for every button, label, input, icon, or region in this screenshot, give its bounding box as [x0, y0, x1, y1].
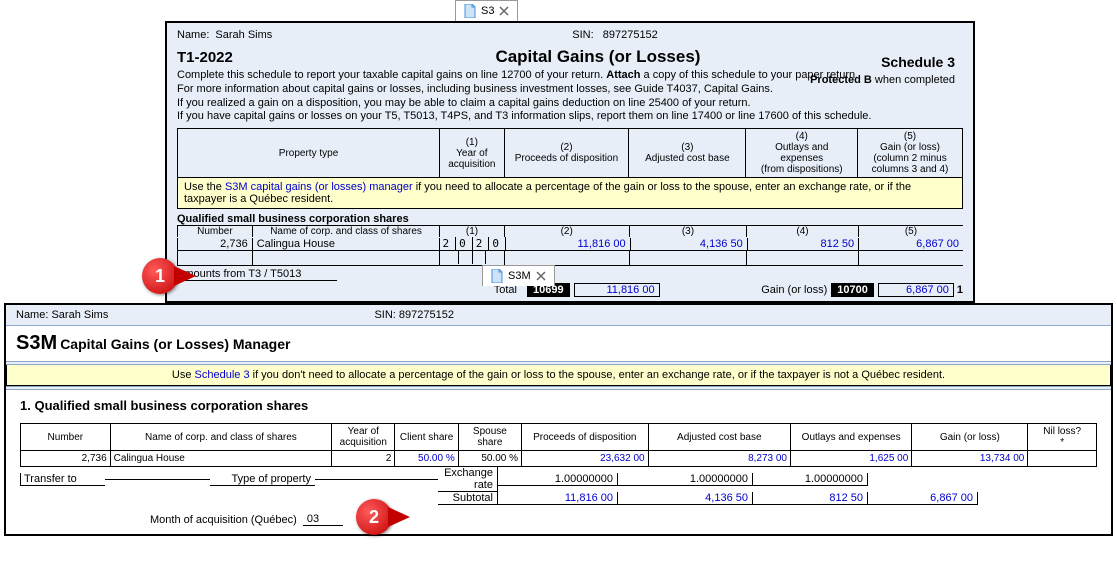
s3m-table: Number Name of corp. and class of shares… — [20, 423, 1097, 467]
s3m-manager-link[interactable]: S3M capital gains (or losses) manager — [225, 181, 413, 193]
subtotal-row: Subtotal 11,816 00 4,136 50 812 50 6,867… — [20, 492, 1097, 505]
cell-gain[interactable]: 6,867 00 — [859, 238, 963, 251]
cell-outlays[interactable]: 812 50 — [748, 238, 859, 251]
name-row: Name: Sarah Sims SIN: 897275152 — [177, 29, 963, 41]
document-icon — [464, 4, 476, 18]
s3m-year[interactable]: 2 — [332, 451, 395, 467]
col-property-type: Property type — [178, 129, 440, 177]
name-value: Sarah Sims — [215, 29, 272, 41]
name-label: Name: — [177, 29, 209, 41]
tab-s3-label: S3 — [481, 5, 494, 17]
type-of-property-input[interactable] — [315, 479, 438, 480]
s3m-panel: Name: Sarah Sims SIN: 897275152 S3M Capi… — [4, 303, 1113, 536]
sub-oe: 812 50 — [753, 492, 868, 505]
subhead-number: Number — [177, 226, 253, 237]
tab-s3m-label: S3M — [508, 270, 531, 282]
cell-year[interactable]: 2020 — [440, 237, 507, 251]
grid-header: Property type (1)Year ofacquisition (2)P… — [177, 128, 963, 178]
close-icon[interactable] — [499, 6, 509, 16]
s3m-section1-title: 1. Qualified small business corporation … — [6, 390, 1111, 413]
month-row: Month of acquisition (Québec) 03 — [20, 513, 1097, 526]
tab-bar-s3: S3 — [0, 0, 1117, 21]
totals-row: S3M Total 10699 11,816 00 Gain (or loss)… — [177, 283, 963, 297]
col-adjusted-cost: (3)Adjusted cost base — [629, 129, 746, 177]
cell-corp[interactable]: Calingua House — [253, 238, 440, 251]
sin-label: SIN: — [572, 29, 593, 41]
s3m-header-row: Number Name of corp. and class of shares… — [21, 424, 1097, 451]
schedule3-link[interactable]: Schedule 3 — [195, 369, 250, 381]
s3m-proceeds[interactable]: 23,632 00 — [522, 451, 649, 467]
s3-hint-box: Use the S3M capital gains (or losses) ma… — [177, 178, 963, 209]
callout-2: 2 — [356, 499, 392, 535]
s3m-title: S3M Capital Gains (or Losses) Manager — [6, 326, 1111, 361]
schedule3-panel: Name: Sarah Sims SIN: 897275152 T1-2022 … — [165, 21, 975, 303]
tab-s3m[interactable]: S3M — [482, 265, 555, 286]
line-10700: 10700 — [831, 283, 874, 297]
total-proceeds: 11,816 00 — [574, 283, 660, 297]
sub-acb: 4,136 50 — [618, 492, 753, 505]
tab-s3[interactable]: S3 — [455, 0, 518, 21]
sub-gl: 6,867 00 — [868, 492, 978, 505]
col-year: (1)Year ofacquisition — [440, 129, 505, 177]
s3m-spouse-share[interactable]: 50.00 % — [458, 451, 521, 467]
exch-acb[interactable]: 1.00000000 — [618, 473, 753, 486]
page-title: Capital Gains (or Losses) — [495, 47, 700, 67]
t1-year: T1-2022 — [177, 49, 233, 66]
qsbc-table: Number Name of corp. and class of shares… — [177, 225, 963, 266]
table-row[interactable]: 2,736 Calingua House 2020 11,816 00 4,13… — [177, 237, 963, 251]
col-outlays: (4)Outlays andexpenses(from dispositions… — [746, 129, 858, 177]
col-proceeds: (2)Proceeds of disposition — [505, 129, 630, 177]
cell-number[interactable]: 2,736 — [177, 238, 253, 251]
s3m-data-row[interactable]: 2,736 Calingua House 2 50.00 % 50.00 % 2… — [21, 451, 1097, 467]
qsbc-label: Qualified small business corporation sha… — [177, 213, 963, 225]
document-icon — [491, 269, 503, 283]
total-gain: 6,867 00 — [878, 283, 954, 297]
s3m-number[interactable]: 2,736 — [21, 451, 111, 467]
s3m-nil[interactable] — [1028, 451, 1097, 467]
exch-oe[interactable]: 1.00000000 — [753, 473, 868, 486]
col-gain: (5)Gain (or loss)(column 2 minuscolumns … — [858, 129, 962, 177]
schedule-number: Schedule 3 — [881, 54, 955, 70]
transfer-row: Transfer to Type of property Exchange ra… — [20, 467, 1097, 492]
title-row: T1-2022 Capital Gains (or Losses) — [177, 47, 963, 67]
s3m-outlays[interactable]: 1,625 00 — [791, 451, 912, 467]
exch-pd[interactable]: 1.00000000 — [498, 473, 618, 486]
s3m-adjcost[interactable]: 8,273 00 — [648, 451, 790, 467]
protected-label: Protected B when completed — [810, 74, 955, 86]
s3m-client-share[interactable]: 50.00 % — [395, 451, 458, 467]
callout-1-tail — [174, 266, 196, 286]
subhead-corp: Name of corp. and class of shares — [253, 226, 440, 237]
cell-adjcost[interactable]: 4,136 50 — [631, 238, 748, 251]
cell-proceeds[interactable]: 11,816 00 — [506, 238, 631, 251]
sub-pd: 11,816 00 — [498, 492, 618, 505]
callout-2-tail — [388, 507, 410, 527]
sin-value: 897275152 — [603, 29, 658, 41]
month-input[interactable]: 03 — [303, 513, 343, 526]
close-icon[interactable] — [536, 271, 546, 281]
callout-1: 1 — [142, 258, 178, 294]
s3m-hint-box: Use Schedule 3 if you don't need to allo… — [6, 365, 1111, 386]
transfer-to-input[interactable] — [105, 479, 210, 480]
s3m-corp[interactable]: Calingua House — [110, 451, 332, 467]
s3m-name-row: Name: Sarah Sims SIN: 897275152 — [6, 305, 1111, 326]
s3m-gain[interactable]: 13,734 00 — [912, 451, 1028, 467]
